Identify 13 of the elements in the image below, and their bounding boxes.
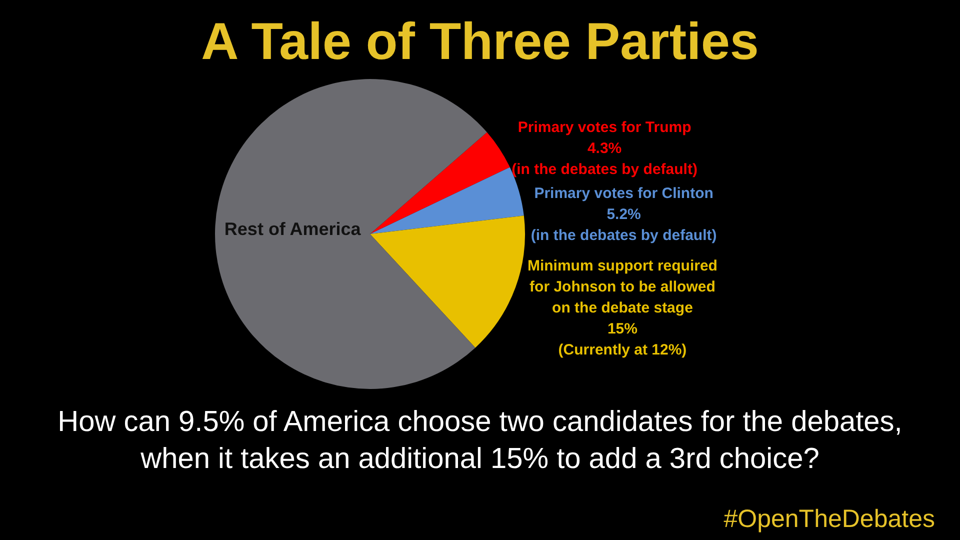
data-label: 5.2% xyxy=(606,206,641,224)
slice-label: Primary votes for Trump xyxy=(518,119,692,136)
text: (Currently at 12%) xyxy=(558,342,687,359)
text: (in the debates by default) xyxy=(512,161,698,178)
text: (in the debates by default) xyxy=(530,227,717,244)
slice-label: Minimum support required for Johnson to be allowed on the debate stage xyxy=(527,258,718,317)
chart-title: A Tale of Three Parties xyxy=(200,12,760,73)
data-label: 4.3% xyxy=(587,140,622,158)
slice-label: Primary votes for Clinton xyxy=(534,185,714,202)
text: #OpenTheDebates xyxy=(724,504,935,534)
slice-label: Rest of America xyxy=(224,218,362,239)
text: How can 9.5% of America choose two candidates for the debates, when it takes an additional 15% to add a 3rd choice? xyxy=(56,405,904,477)
data-label: 15% xyxy=(607,320,638,338)
